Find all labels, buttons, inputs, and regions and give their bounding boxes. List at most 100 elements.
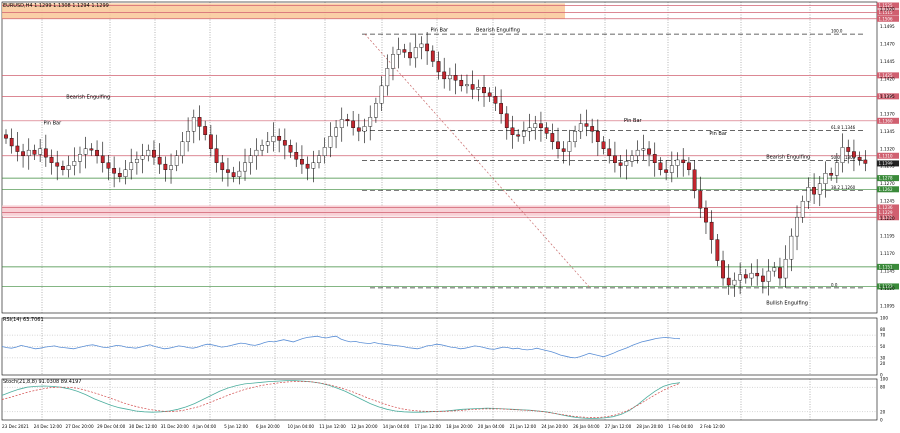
candle-body	[425, 43, 430, 52]
candle-body	[129, 162, 134, 170]
candle-body	[260, 145, 264, 151]
candle-body	[812, 187, 816, 195]
candle-body	[840, 147, 845, 163]
time-tick-label: 27 Jan 12:00	[605, 424, 632, 429]
time-tick-label: 11 Jan 12:00	[319, 424, 346, 429]
fib-label: 0.0	[831, 282, 838, 287]
candle-body	[169, 165, 173, 170]
time-tick-label: 31 Dec 20:00	[161, 424, 189, 429]
price-tick-label: 1.1270	[880, 181, 895, 186]
resistance-level-tag-label: 1.1425	[879, 73, 893, 78]
candle-body	[174, 155, 179, 166]
candle-body	[351, 120, 356, 128]
candle-body	[339, 119, 344, 128]
current-price-label: 1.1299	[879, 161, 893, 166]
candle-body	[180, 141, 185, 156]
price-tick-label: 1.1170	[880, 251, 895, 256]
resistance-level-tag-label: 1.1525	[879, 3, 893, 8]
candle-body	[248, 155, 253, 163]
candle-body	[220, 162, 225, 170]
candle-body	[533, 123, 538, 128]
candle-body	[732, 279, 737, 286]
candle-body	[783, 258, 788, 279]
candle-body	[72, 161, 77, 166]
price-tick-label: 1.1195	[880, 234, 895, 239]
resistance-level-tag	[877, 2, 899, 9]
pattern-label: Pin Bar	[431, 27, 450, 33]
price-tick-label: 1.1245	[880, 199, 895, 204]
price-tick-label: 1.1395	[880, 94, 895, 99]
price-tick-label: 1.1220	[880, 216, 895, 221]
time-tick-label: 24 Dec 12:00	[34, 424, 62, 429]
price-tick-label: 1.1470	[880, 41, 895, 46]
candle-body	[829, 173, 834, 176]
current-price-tag	[877, 160, 899, 167]
candle-body	[539, 123, 543, 128]
candle-body	[567, 141, 572, 152]
candle-body	[197, 117, 202, 127]
support-level-tag-label: 1.1278	[879, 176, 893, 181]
candle-body	[21, 151, 25, 156]
candle-body	[624, 161, 629, 166]
time-tick-label: 14 Jan 04:00	[383, 424, 410, 429]
candle-body	[635, 149, 640, 156]
candle-body	[447, 75, 452, 80]
candle-body	[43, 148, 48, 158]
candle-body	[738, 274, 743, 281]
candle-body	[573, 131, 577, 142]
candle-body	[561, 148, 566, 152]
candle-body	[755, 272, 760, 277]
candle-body	[152, 149, 156, 158]
candle-body	[140, 155, 145, 160]
candle-body	[800, 200, 805, 218]
stoch-signal-line	[1, 381, 681, 418]
candle-body	[823, 173, 828, 184]
candle-body	[681, 159, 686, 163]
pattern-label: Bearish Engulfing	[66, 94, 110, 100]
candle-body	[15, 145, 20, 152]
candle-body	[430, 50, 435, 62]
candle-body	[391, 54, 395, 69]
pattern-label: Bearish Engulfing	[476, 27, 520, 33]
time-tick-label: 20 Jan 04:00	[478, 424, 505, 429]
price-tick-label: 1.1320	[880, 146, 895, 151]
candle-body	[453, 75, 458, 81]
candle-body	[123, 169, 128, 177]
rsi-tick-label: 70	[880, 333, 886, 338]
candle-body	[271, 135, 276, 142]
time-tick-label: 6 Jan 20:00	[256, 424, 280, 429]
candle-body	[442, 71, 447, 80]
resistance-level-tag-label: 1.1506	[879, 16, 893, 21]
pattern-label: Pin Bar	[709, 131, 728, 137]
candle-body	[208, 134, 213, 149]
resistance-level-tag-label: 1.1360	[879, 118, 893, 123]
price-tick-label: 1.1120	[880, 286, 895, 291]
candle-body	[305, 163, 310, 169]
candle-body	[26, 149, 31, 156]
candle-body	[436, 61, 441, 73]
resistance-level-tag-label: 1.1236	[879, 205, 893, 210]
candle-body	[163, 163, 168, 170]
candle-body	[112, 168, 117, 174]
candle-body	[100, 155, 105, 163]
zones	[2, 3, 670, 216]
main-header: EURUSD,H4 1.1299 1.1308 1.1294 1.1299	[3, 3, 109, 9]
resistance-level-tag-label: 1.1515	[879, 10, 893, 15]
candle-body	[294, 152, 299, 160]
rsi-tick-label: 80	[880, 327, 886, 332]
candle-body	[277, 135, 282, 141]
candle-body	[106, 162, 111, 169]
candle-body	[857, 156, 862, 161]
resistance-level-tag-label: 1.1395	[879, 94, 893, 99]
candle-body	[641, 148, 646, 151]
candle-body	[78, 154, 82, 162]
pattern-label: Bearish Engulfing	[766, 155, 810, 161]
candle-body	[237, 170, 242, 177]
supply-zone	[2, 3, 565, 19]
candle-body	[470, 84, 475, 90]
candle-body	[709, 221, 714, 240]
rsi-line	[1, 335, 681, 359]
candle-body	[413, 47, 418, 59]
candle-body	[852, 151, 856, 158]
